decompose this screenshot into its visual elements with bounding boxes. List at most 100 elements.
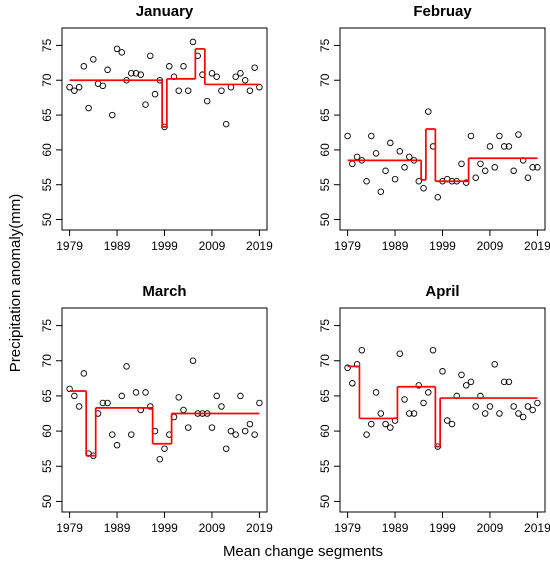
- data-point: [147, 52, 154, 60]
- x-tick-label: 1989: [382, 239, 409, 253]
- data-point: [481, 410, 489, 417]
- x-tick-label: 2009: [199, 521, 226, 535]
- y-tick-label: 60: [318, 424, 332, 438]
- x-tick-label: 1999: [151, 521, 178, 535]
- y-tick-label: 60: [40, 143, 54, 157]
- data-point: [218, 403, 225, 410]
- data-point: [500, 378, 508, 386]
- data-point: [486, 143, 494, 150]
- data-point: [71, 87, 78, 94]
- data-point: [104, 66, 111, 74]
- data-point: [505, 378, 513, 386]
- y-tick-label: 75: [318, 38, 332, 52]
- x-axis-label: Mean change segments: [223, 543, 383, 560]
- data-point: [406, 410, 413, 417]
- x-tick-label: 2019: [524, 239, 550, 253]
- y-tick-label: 55: [318, 178, 332, 192]
- x-tick-label: 2019: [246, 521, 273, 535]
- x-tick-label: 1979: [56, 521, 83, 535]
- data-point: [425, 108, 432, 115]
- data-point: [467, 378, 475, 386]
- data-point: [246, 87, 254, 94]
- data-point: [515, 131, 522, 138]
- data-point: [80, 63, 88, 70]
- data-point: [491, 164, 498, 171]
- data-point: [180, 63, 187, 70]
- panel-title: Februay: [413, 3, 472, 20]
- y-tick-label: 50: [40, 494, 54, 508]
- y-tick-label: 60: [40, 424, 54, 438]
- data-point: [213, 73, 220, 81]
- data-point: [534, 164, 541, 171]
- data-point: [237, 392, 244, 400]
- data-point: [439, 368, 446, 375]
- data-point: [227, 427, 235, 435]
- y-tick-label: 70: [318, 354, 332, 368]
- data-point: [358, 346, 366, 354]
- data-point: [477, 160, 484, 168]
- x-tick-label: 1989: [104, 239, 131, 253]
- y-tick-label: 50: [318, 213, 332, 227]
- y-tick-label: 55: [318, 459, 332, 473]
- y-tick-label: 75: [40, 319, 54, 333]
- data-point: [142, 389, 149, 396]
- y-tick-label: 70: [40, 354, 54, 368]
- data-point: [246, 420, 254, 428]
- x-tick-label: 2009: [477, 239, 504, 253]
- data-point: [415, 177, 423, 185]
- data-point: [180, 406, 187, 414]
- x-tick-label: 1989: [382, 521, 409, 535]
- data-point: [496, 132, 503, 140]
- x-tick-label: 1999: [151, 239, 178, 253]
- data-point: [505, 143, 513, 150]
- y-tick-label: 75: [318, 319, 332, 333]
- data-point: [481, 167, 489, 175]
- data-point: [137, 71, 145, 78]
- data-point: [132, 70, 140, 77]
- data-point: [510, 403, 517, 410]
- data-point: [377, 188, 385, 195]
- data-point: [344, 364, 351, 372]
- data-point: [391, 175, 399, 183]
- plot-frame: [61, 307, 268, 513]
- data-point: [165, 63, 173, 70]
- data-point: [372, 150, 380, 157]
- data-point: [382, 167, 389, 175]
- y-tick-label: 70: [40, 73, 54, 87]
- data-point: [496, 410, 503, 417]
- data-point: [363, 177, 370, 185]
- data-point: [524, 403, 532, 410]
- data-point: [462, 179, 470, 186]
- data-point: [104, 399, 111, 407]
- data-point: [118, 392, 126, 400]
- data-point: [349, 160, 356, 168]
- data-point: [448, 420, 456, 428]
- data-point: [256, 399, 263, 407]
- data-point: [208, 424, 216, 431]
- y-tick-label: 50: [40, 213, 54, 227]
- data-point: [349, 380, 356, 387]
- x-tick-label: 1999: [429, 521, 456, 535]
- panel-title: April: [425, 283, 459, 300]
- data-point: [472, 174, 479, 182]
- data-point: [515, 410, 522, 417]
- data-point: [534, 399, 541, 407]
- data-point: [241, 427, 249, 435]
- data-point: [113, 441, 121, 449]
- data-point: [161, 445, 168, 452]
- y-tick-label: 75: [40, 38, 54, 52]
- y-tick-label: 65: [40, 389, 54, 403]
- y-tick-label: 70: [318, 73, 332, 87]
- data-point: [109, 111, 116, 119]
- data-point: [90, 56, 97, 63]
- data-point: [175, 394, 182, 401]
- y-axis-label: Precipitation anomaly(mm): [7, 194, 24, 372]
- data-point: [387, 424, 394, 431]
- data-point: [232, 73, 239, 81]
- data-point: [203, 97, 211, 105]
- x-tick-label: 2019: [246, 239, 273, 253]
- data-point: [85, 104, 92, 112]
- data-point: [232, 431, 239, 438]
- data-point: [156, 455, 164, 463]
